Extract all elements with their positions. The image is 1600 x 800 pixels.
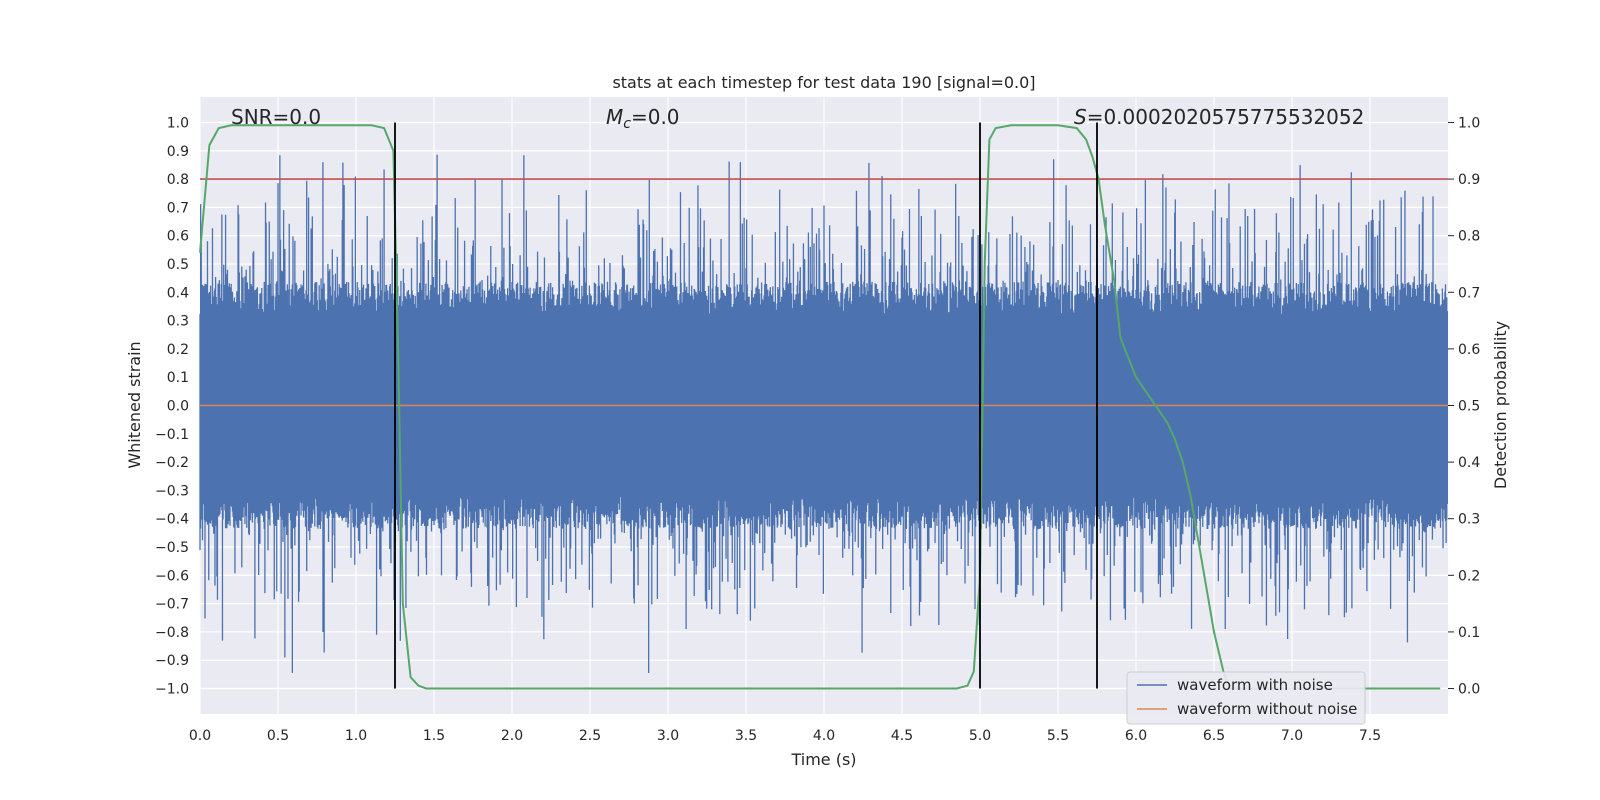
y-right-tick-label: 1.0 xyxy=(1458,115,1480,131)
x-tick-label: 3.5 xyxy=(735,728,757,744)
x-tick-label: 6.0 xyxy=(1125,728,1147,744)
x-tick-label: 4.5 xyxy=(891,728,913,744)
legend-label-noise: waveform with noise xyxy=(1177,676,1333,694)
y-left-tick-label: 0.4 xyxy=(167,285,189,301)
x-tick-label: 2.0 xyxy=(501,728,523,744)
x-tick-label: 7.0 xyxy=(1281,728,1303,744)
y-axis-label-right: Detection probability xyxy=(1491,321,1510,489)
x-tick-label: 7.5 xyxy=(1359,728,1381,744)
y-right-tick-label: 0.3 xyxy=(1458,512,1480,528)
y-left-tick-label: −0.9 xyxy=(155,653,189,669)
mc-subscript: c xyxy=(623,116,631,132)
y-left-tick-label: 0.5 xyxy=(167,257,189,273)
s-annotation: S=0.0002020575775532052 xyxy=(1074,105,1364,129)
x-tick-label: 1.5 xyxy=(423,728,445,744)
x-tick-label: 3.0 xyxy=(657,728,679,744)
s-value: =0.0002020575775532052 xyxy=(1087,105,1365,129)
y-left-tick-label: −0.5 xyxy=(155,540,189,556)
y-axis-label-left: Whitened strain xyxy=(125,341,144,468)
x-tick-label: 0.0 xyxy=(189,728,211,744)
y-right-tick-label: 0.7 xyxy=(1458,285,1480,301)
y-left-tick-label: 0.8 xyxy=(167,172,189,188)
y-right-tick-label: 0.4 xyxy=(1458,455,1480,471)
legend-label-clean: waveform without noise xyxy=(1177,700,1357,718)
mc-symbol: M xyxy=(606,105,623,129)
y-right-tick-label: 0.0 xyxy=(1458,682,1480,698)
legend-box xyxy=(1126,671,1366,725)
s-symbol: S xyxy=(1074,105,1087,129)
y-left-tick-label: 1.0 xyxy=(167,115,189,131)
lines-layer xyxy=(199,122,1448,690)
y-left-tick-label: 0.9 xyxy=(167,144,189,160)
y-right-tick-label: 0.9 xyxy=(1458,172,1480,188)
y-left-tick-label: −0.4 xyxy=(155,512,189,528)
y-left-tick-label: −0.7 xyxy=(155,597,189,613)
legend: waveform with noise waveform without noi… xyxy=(1126,671,1366,725)
y-left-tick-label: 0.6 xyxy=(167,229,189,245)
y-left-tick-label: −0.1 xyxy=(155,427,189,443)
x-tick-label: 0.5 xyxy=(267,728,289,744)
y-right-tick-label: 0.8 xyxy=(1458,229,1480,245)
y-left-tick-label: −0.6 xyxy=(155,568,189,584)
y-left-tick-label: −0.2 xyxy=(155,455,189,471)
y-left-tick-label: 0.7 xyxy=(167,200,189,216)
x-axis-label: Time (s) xyxy=(790,750,856,769)
y-right-tick-label: 0.6 xyxy=(1458,342,1480,358)
x-tick-label: 2.5 xyxy=(579,728,601,744)
snr-annotation: SNR=0.0 xyxy=(231,105,321,129)
mc-value: =0.0 xyxy=(631,105,680,129)
y-left-tick-label: 0.0 xyxy=(167,399,189,415)
x-tick-label: 4.0 xyxy=(813,728,835,744)
x-tick-label: 5.0 xyxy=(969,728,991,744)
x-tick-label: 6.5 xyxy=(1203,728,1225,744)
noise-waveform-path xyxy=(199,154,1449,673)
y-right-tick-label: 0.5 xyxy=(1458,399,1480,415)
y-left-tick-label: 0.3 xyxy=(167,314,189,330)
ticks-layer: 0.0 0.5 1.0 1.5 2.0 2.5 3.0 3.5 4.0 4.5 5.0 5.5 6.0 6… xyxy=(155,115,1480,744)
y-left-tick-label: 0.1 xyxy=(167,370,189,386)
y-left-tick-label: 0.2 xyxy=(167,342,189,358)
mc-annotation: Mc=0.0 xyxy=(606,105,680,132)
x-tick-label: 5.5 xyxy=(1047,728,1069,744)
noise-waveform xyxy=(199,154,1449,673)
y-left-tick-label: −0.8 xyxy=(155,625,189,641)
y-right-tick-label: 0.2 xyxy=(1458,568,1480,584)
x-tick-label: 1.0 xyxy=(345,728,367,744)
chart-title: stats at each timestep for test data 190… xyxy=(612,73,1035,92)
y-left-tick-label: −1.0 xyxy=(155,682,189,698)
y-left-tick-label: −0.3 xyxy=(155,483,189,499)
y-right-tick-label: 0.1 xyxy=(1458,625,1480,641)
